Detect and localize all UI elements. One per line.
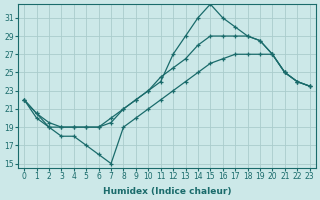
X-axis label: Humidex (Indice chaleur): Humidex (Indice chaleur)	[103, 187, 231, 196]
